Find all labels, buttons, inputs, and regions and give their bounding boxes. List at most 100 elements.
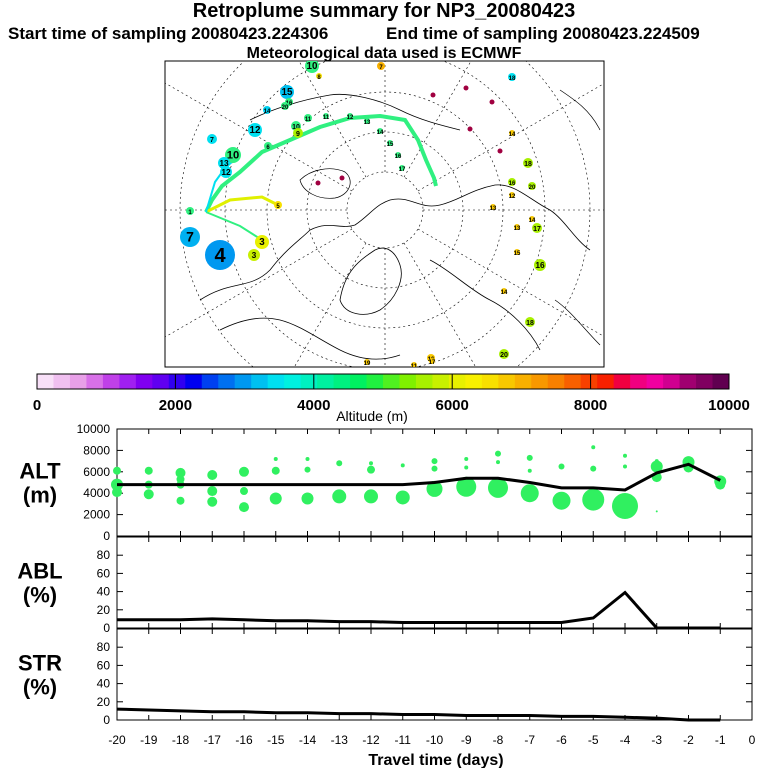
y-tick-label: 60 (97, 566, 111, 580)
colorbar-swatch (663, 374, 681, 389)
map-cluster-label: 10 (227, 150, 239, 162)
x-tick-label: -3 (651, 733, 662, 747)
colorbar-swatches (37, 374, 730, 389)
trajectory-main (204, 113, 438, 213)
x-tick-label: -20 (108, 733, 126, 747)
map-high-altitude-dot (467, 126, 473, 132)
x-tick-label: -19 (140, 733, 158, 747)
map-cluster-dot (264, 142, 272, 150)
altitude-cluster-dot (612, 493, 638, 520)
time-series-panels: 0200040006000800010000ALT(m)020406080ABL… (17, 422, 755, 768)
colorbar-swatch (218, 374, 236, 389)
altitude-cluster-dot (364, 489, 378, 504)
map-cluster-dot (280, 85, 294, 99)
map-cluster-dot (411, 362, 417, 367)
y-tick-label: 20 (97, 695, 111, 709)
x-tick-label: -8 (493, 733, 504, 747)
meridian-line (417, 228, 604, 337)
map-cluster-dot (218, 157, 230, 169)
map-cluster-label: 13 (490, 206, 497, 212)
colorbar-swatch (267, 374, 285, 389)
x-tick-label: -14 (299, 733, 317, 747)
colorbar-swatch (432, 374, 450, 389)
y-tick-label: 0 (103, 713, 110, 727)
meridians (165, 61, 604, 367)
y-axis-label: ALT (19, 459, 61, 484)
altitude-cluster-dot (496, 460, 500, 465)
altitude-cluster-dot (655, 510, 658, 513)
map-cluster-dot (274, 201, 282, 209)
map-cluster-label: 18 (509, 76, 516, 82)
altitude-cluster-dot (464, 465, 469, 470)
altitude-cluster-dot (456, 476, 477, 497)
map-cluster-dot (220, 166, 232, 178)
altitude-cluster-dot (715, 479, 726, 490)
trajectory-branch-yellow (205, 195, 277, 214)
map-cluster-label: 10 (292, 124, 300, 131)
map-cluster-dot (281, 102, 289, 110)
colorbar-swatch (630, 374, 648, 389)
map-cluster-label: 16 (395, 154, 402, 160)
map-cluster-dot (248, 123, 262, 137)
map-cluster-label: 16 (535, 260, 545, 270)
map-cluster-label: 7 (186, 229, 194, 245)
colorbar-swatch (234, 374, 252, 389)
str-series-line (116, 707, 721, 722)
map-cluster-label: 15 (387, 142, 394, 148)
y-axis-label: (%) (23, 583, 57, 608)
x-tick-label: -6 (556, 733, 567, 747)
map-cluster-label: 1 (188, 210, 192, 216)
coastline-greenland (339, 247, 402, 315)
x-tick-label: -16 (235, 733, 253, 747)
colorbar: 0 2000 4000 6000 8000 10000 Altitude (m) (33, 373, 750, 424)
y-tick-label: 0 (103, 621, 110, 635)
map-cluster-dot (248, 249, 260, 261)
map-cluster-label: 3 (252, 250, 257, 260)
y-tick-label: 40 (97, 585, 111, 599)
panel-frame (116, 628, 753, 721)
map-high-altitude-dot (430, 92, 436, 98)
colorbar-swatch (152, 374, 170, 389)
map-high-altitude-dot (489, 99, 495, 105)
map-cluster-dot (377, 128, 383, 134)
altitude-cluster-dot (240, 487, 248, 496)
map-cluster-dot (508, 178, 516, 186)
altitude-cluster-dot (207, 486, 218, 497)
map-cluster-label: 14 (501, 290, 508, 296)
end-time-label: End time of sampling 20080423.224509 (386, 24, 700, 43)
map-cluster-dot (377, 62, 385, 70)
map-cluster-dot (207, 134, 217, 144)
trajectory-branch-green (205, 211, 263, 241)
map-cluster-label: 17 (533, 226, 541, 233)
map-cluster-dot (490, 204, 496, 210)
altitude-cluster-dot (144, 466, 153, 475)
map-cluster-dot (532, 223, 542, 233)
x-tick-label: -10 (426, 733, 444, 747)
y-axis-label: STR (18, 651, 62, 676)
map-cluster-label: 4 (214, 245, 226, 267)
x-tick-label: -4 (620, 733, 631, 747)
colorbar-swatch (350, 374, 368, 389)
colorbar-tick-label: 4000 (297, 397, 330, 414)
map-cluster-label: 13 (514, 226, 521, 232)
altitude-cluster-dot (207, 470, 218, 481)
colorbar-swatch (531, 374, 549, 389)
colorbar-swatch (448, 374, 466, 389)
meteorology-label: Meteorological data used is ECMWF (246, 45, 522, 62)
altitude-cluster-dot (112, 487, 122, 498)
colorbar-swatch (300, 374, 318, 389)
altitude-cluster-dot (369, 461, 373, 466)
meridian-line (165, 82, 353, 192)
colorbar-swatch (580, 374, 598, 389)
map-cluster-dot (305, 61, 319, 73)
map-cluster-dot (501, 288, 507, 294)
map-cluster-label: 7 (379, 65, 383, 71)
panel-abl: 0 20 40 60 80 ABL(%) (17, 536, 753, 635)
y-axis-label: ABL (17, 559, 62, 584)
map-cluster-label: 12 (250, 125, 261, 136)
coastline-eurasia (199, 184, 591, 301)
map-cluster-dot (508, 73, 516, 81)
map-cluster-dot (255, 235, 269, 249)
map-cluster-label: 3 (259, 237, 265, 248)
